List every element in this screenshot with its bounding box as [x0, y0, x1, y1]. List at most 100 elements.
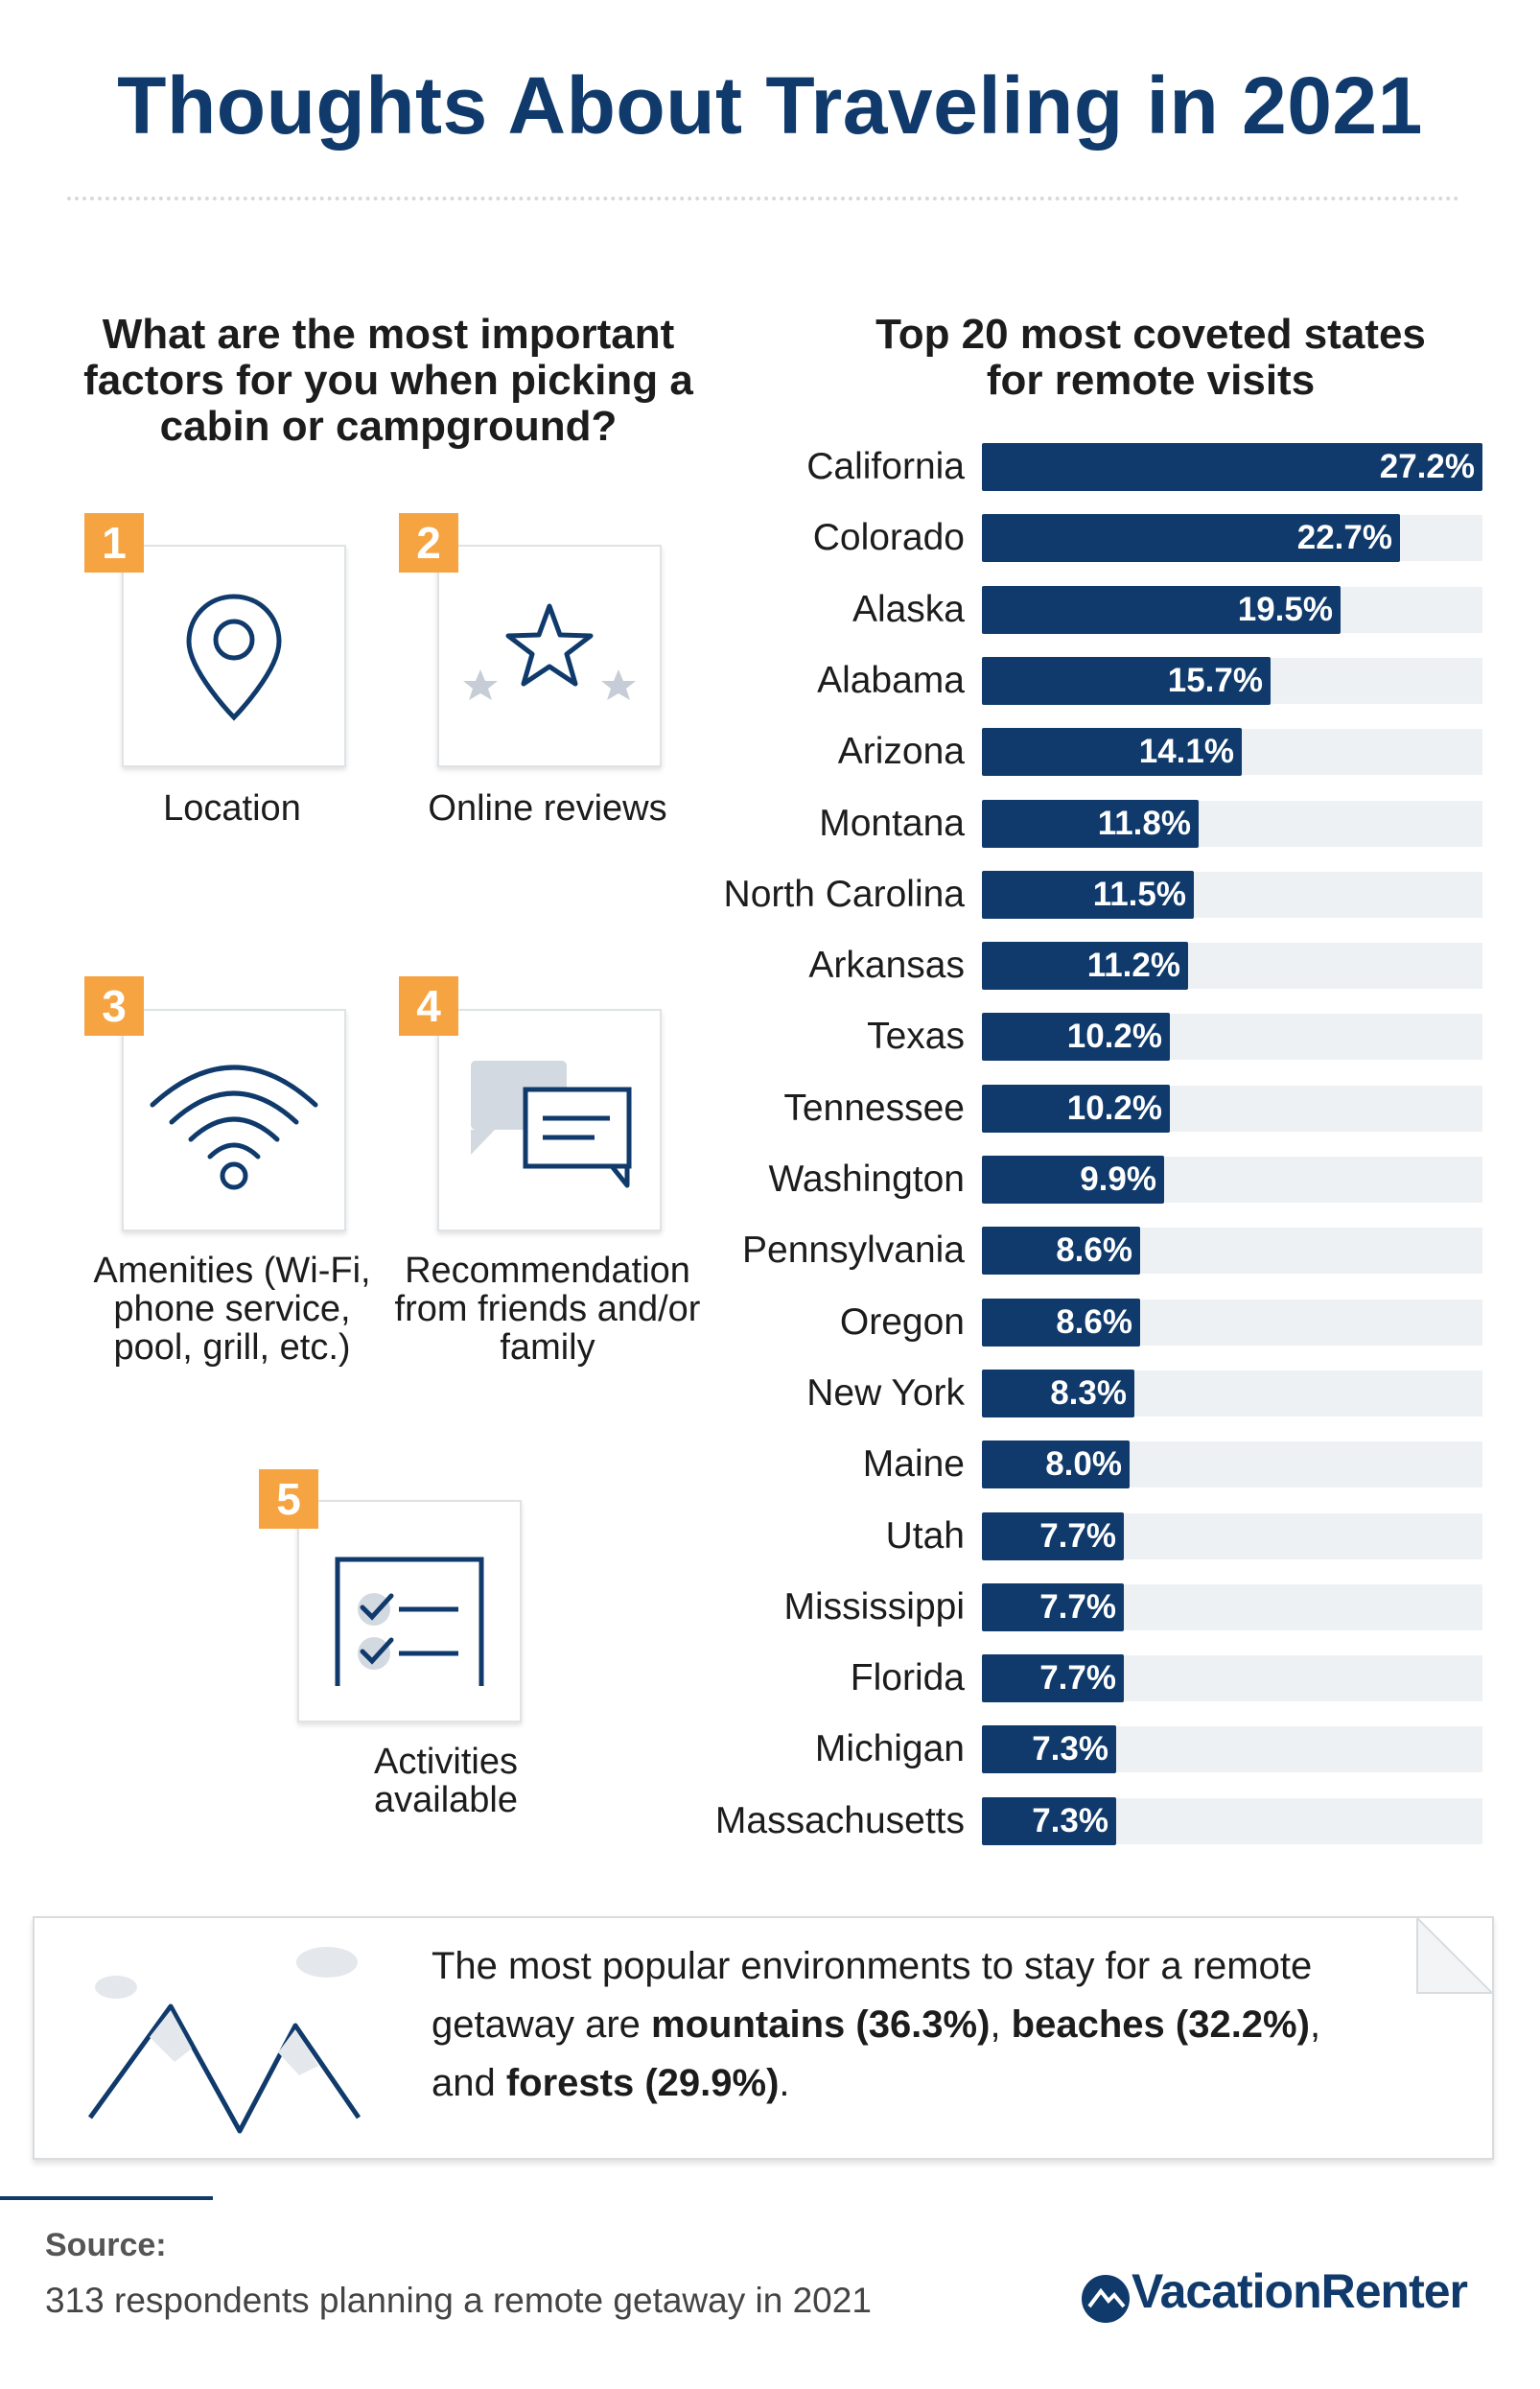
- bar-row: California 27.2%: [0, 443, 1540, 491]
- bar: [982, 728, 1242, 777]
- state-label: Arkansas: [808, 945, 965, 987]
- note-highlight: forests (29.9%): [505, 2062, 780, 2104]
- rank-badge: 1: [84, 513, 144, 573]
- note-highlight: beaches (32.2%): [1011, 2003, 1310, 2046]
- bar: [982, 942, 1188, 991]
- rank-badge: 2: [399, 513, 458, 573]
- factor-label: Activities available: [374, 1742, 518, 1820]
- source-label: Source:: [45, 2227, 167, 2263]
- state-label: Colorado: [812, 517, 965, 559]
- bar-value-label: 8.6%: [1056, 1231, 1132, 1270]
- bar-value-label: 14.1%: [1138, 733, 1234, 771]
- factor-label: Amenities (Wi-Fi, phone service, pool, g…: [93, 1251, 371, 1368]
- bar: [982, 1796, 1116, 1845]
- brand-logo-icon: [1082, 2275, 1130, 2323]
- state-label: Washington: [768, 1159, 965, 1200]
- factor-card-activities: [297, 1500, 522, 1722]
- bar: [982, 585, 1341, 634]
- bar-row: Maine 8.0%: [0, 1440, 1540, 1489]
- mountains-icon: [87, 1918, 1492, 2134]
- factor-card-recommendation: [437, 1009, 662, 1231]
- bar-value-label: 7.3%: [1032, 1730, 1108, 1768]
- factor-label: Location: [163, 788, 301, 829]
- state-label: Arizona: [837, 731, 965, 773]
- state-label: Alaska: [852, 588, 965, 630]
- state-label: Montana: [819, 802, 965, 844]
- bar-value-label: 9.9%: [1080, 1160, 1156, 1198]
- bar: [982, 1369, 1134, 1417]
- bar-row: New York 8.3%: [0, 1369, 1540, 1417]
- state-label: North Carolina: [723, 873, 965, 915]
- bar: [982, 1013, 1170, 1062]
- bar-value-label: 10.2%: [1066, 1018, 1162, 1056]
- factor-label: Online reviews: [428, 788, 667, 829]
- bar-row: Pennsylvania 8.6%: [0, 1227, 1540, 1276]
- state-label: Mississippi: [783, 1585, 965, 1628]
- state-label: Tennessee: [783, 1087, 965, 1129]
- state-label: Massachusetts: [714, 1799, 965, 1841]
- bar-row: Texas 10.2%: [0, 1013, 1540, 1062]
- state-label: Maine: [862, 1443, 965, 1486]
- star-icon: [463, 603, 636, 700]
- bar-row: Oregon 8.6%: [0, 1298, 1540, 1347]
- bar: [982, 1298, 1140, 1347]
- bar-row: Montana 11.8%: [0, 799, 1540, 848]
- state-label: Florida: [850, 1657, 965, 1699]
- bar-row: Arizona 14.1%: [0, 728, 1540, 777]
- brand-name: VacationRenter: [1132, 2264, 1468, 2318]
- bar-row: Arkansas 11.2%: [0, 942, 1540, 991]
- bar-row: Alaska 19.5%: [0, 585, 1540, 634]
- bar-value-label: 15.7%: [1167, 661, 1263, 699]
- rank-badge: 5: [259, 1469, 318, 1529]
- bar-value-label: 7.7%: [1039, 1659, 1116, 1698]
- bar-row: Alabama 15.7%: [0, 656, 1540, 705]
- state-label: Michigan: [814, 1728, 965, 1770]
- bar-row: Utah 7.7%: [0, 1511, 1540, 1560]
- bar-value-label: 7.7%: [1039, 1516, 1116, 1555]
- factors-heading: What are the most important factors for …: [83, 311, 693, 450]
- bar-value-label: 7.3%: [1032, 1801, 1108, 1839]
- factor-card-reviews: [437, 545, 662, 767]
- bar: [982, 1654, 1124, 1703]
- note-highlight: mountains (36.3%): [651, 2003, 991, 2046]
- bar-row: Florida 7.7%: [0, 1654, 1540, 1703]
- state-label: Pennsylvania: [742, 1230, 965, 1272]
- source-text: 313 respondents planning a remote getawa…: [45, 2281, 872, 2320]
- chat-bubbles-icon: [471, 1061, 632, 1188]
- bar-row: North Carolina 11.5%: [0, 870, 1540, 919]
- note-card: [33, 1916, 1494, 2160]
- bar-value-label: 11.8%: [1097, 804, 1191, 842]
- state-label: Utah: [885, 1514, 965, 1557]
- bar-value-label: 19.5%: [1237, 590, 1333, 628]
- chart-heading: Top 20 most coveted states for remote vi…: [875, 311, 1426, 404]
- state-label: Texas: [867, 1016, 965, 1058]
- page-title: Thoughts About Traveling in 2021: [117, 60, 1423, 151]
- bar-row: Washington 9.9%: [0, 1156, 1540, 1204]
- rank-badge: 3: [84, 976, 144, 1036]
- bar: [982, 799, 1199, 848]
- bar: [982, 1156, 1164, 1204]
- bar-row: Tennessee 10.2%: [0, 1084, 1540, 1133]
- map-pin-icon: [186, 594, 282, 721]
- bar-row: Mississippi 7.7%: [0, 1582, 1540, 1631]
- note-text: The most popular environments to stay fo…: [432, 1945, 1321, 2104]
- factor-label: Recommendation from friends and/or famil…: [394, 1251, 701, 1368]
- factor-card-amenities: [122, 1009, 346, 1231]
- bar-value-label: 22.7%: [1296, 519, 1392, 557]
- bar-value-label: 8.0%: [1045, 1445, 1122, 1484]
- bar: [982, 1227, 1140, 1276]
- source-rule: [0, 2196, 213, 2200]
- bar-row: Massachusetts 7.3%: [0, 1796, 1540, 1845]
- wifi-icon: [150, 1065, 318, 1190]
- bar: [982, 1084, 1170, 1133]
- bar-row: Michigan 7.3%: [0, 1725, 1540, 1774]
- state-label: New York: [806, 1371, 965, 1414]
- bar-value-label: 10.2%: [1066, 1089, 1162, 1127]
- checklist-icon: [335, 1557, 484, 1686]
- bar: [982, 443, 1482, 491]
- bar: [982, 870, 1194, 919]
- bar-value-label: 11.5%: [1092, 875, 1186, 913]
- dotted-divider: [67, 197, 1459, 200]
- bar-row: Colorado 22.7%: [0, 514, 1540, 563]
- bar: [982, 514, 1400, 563]
